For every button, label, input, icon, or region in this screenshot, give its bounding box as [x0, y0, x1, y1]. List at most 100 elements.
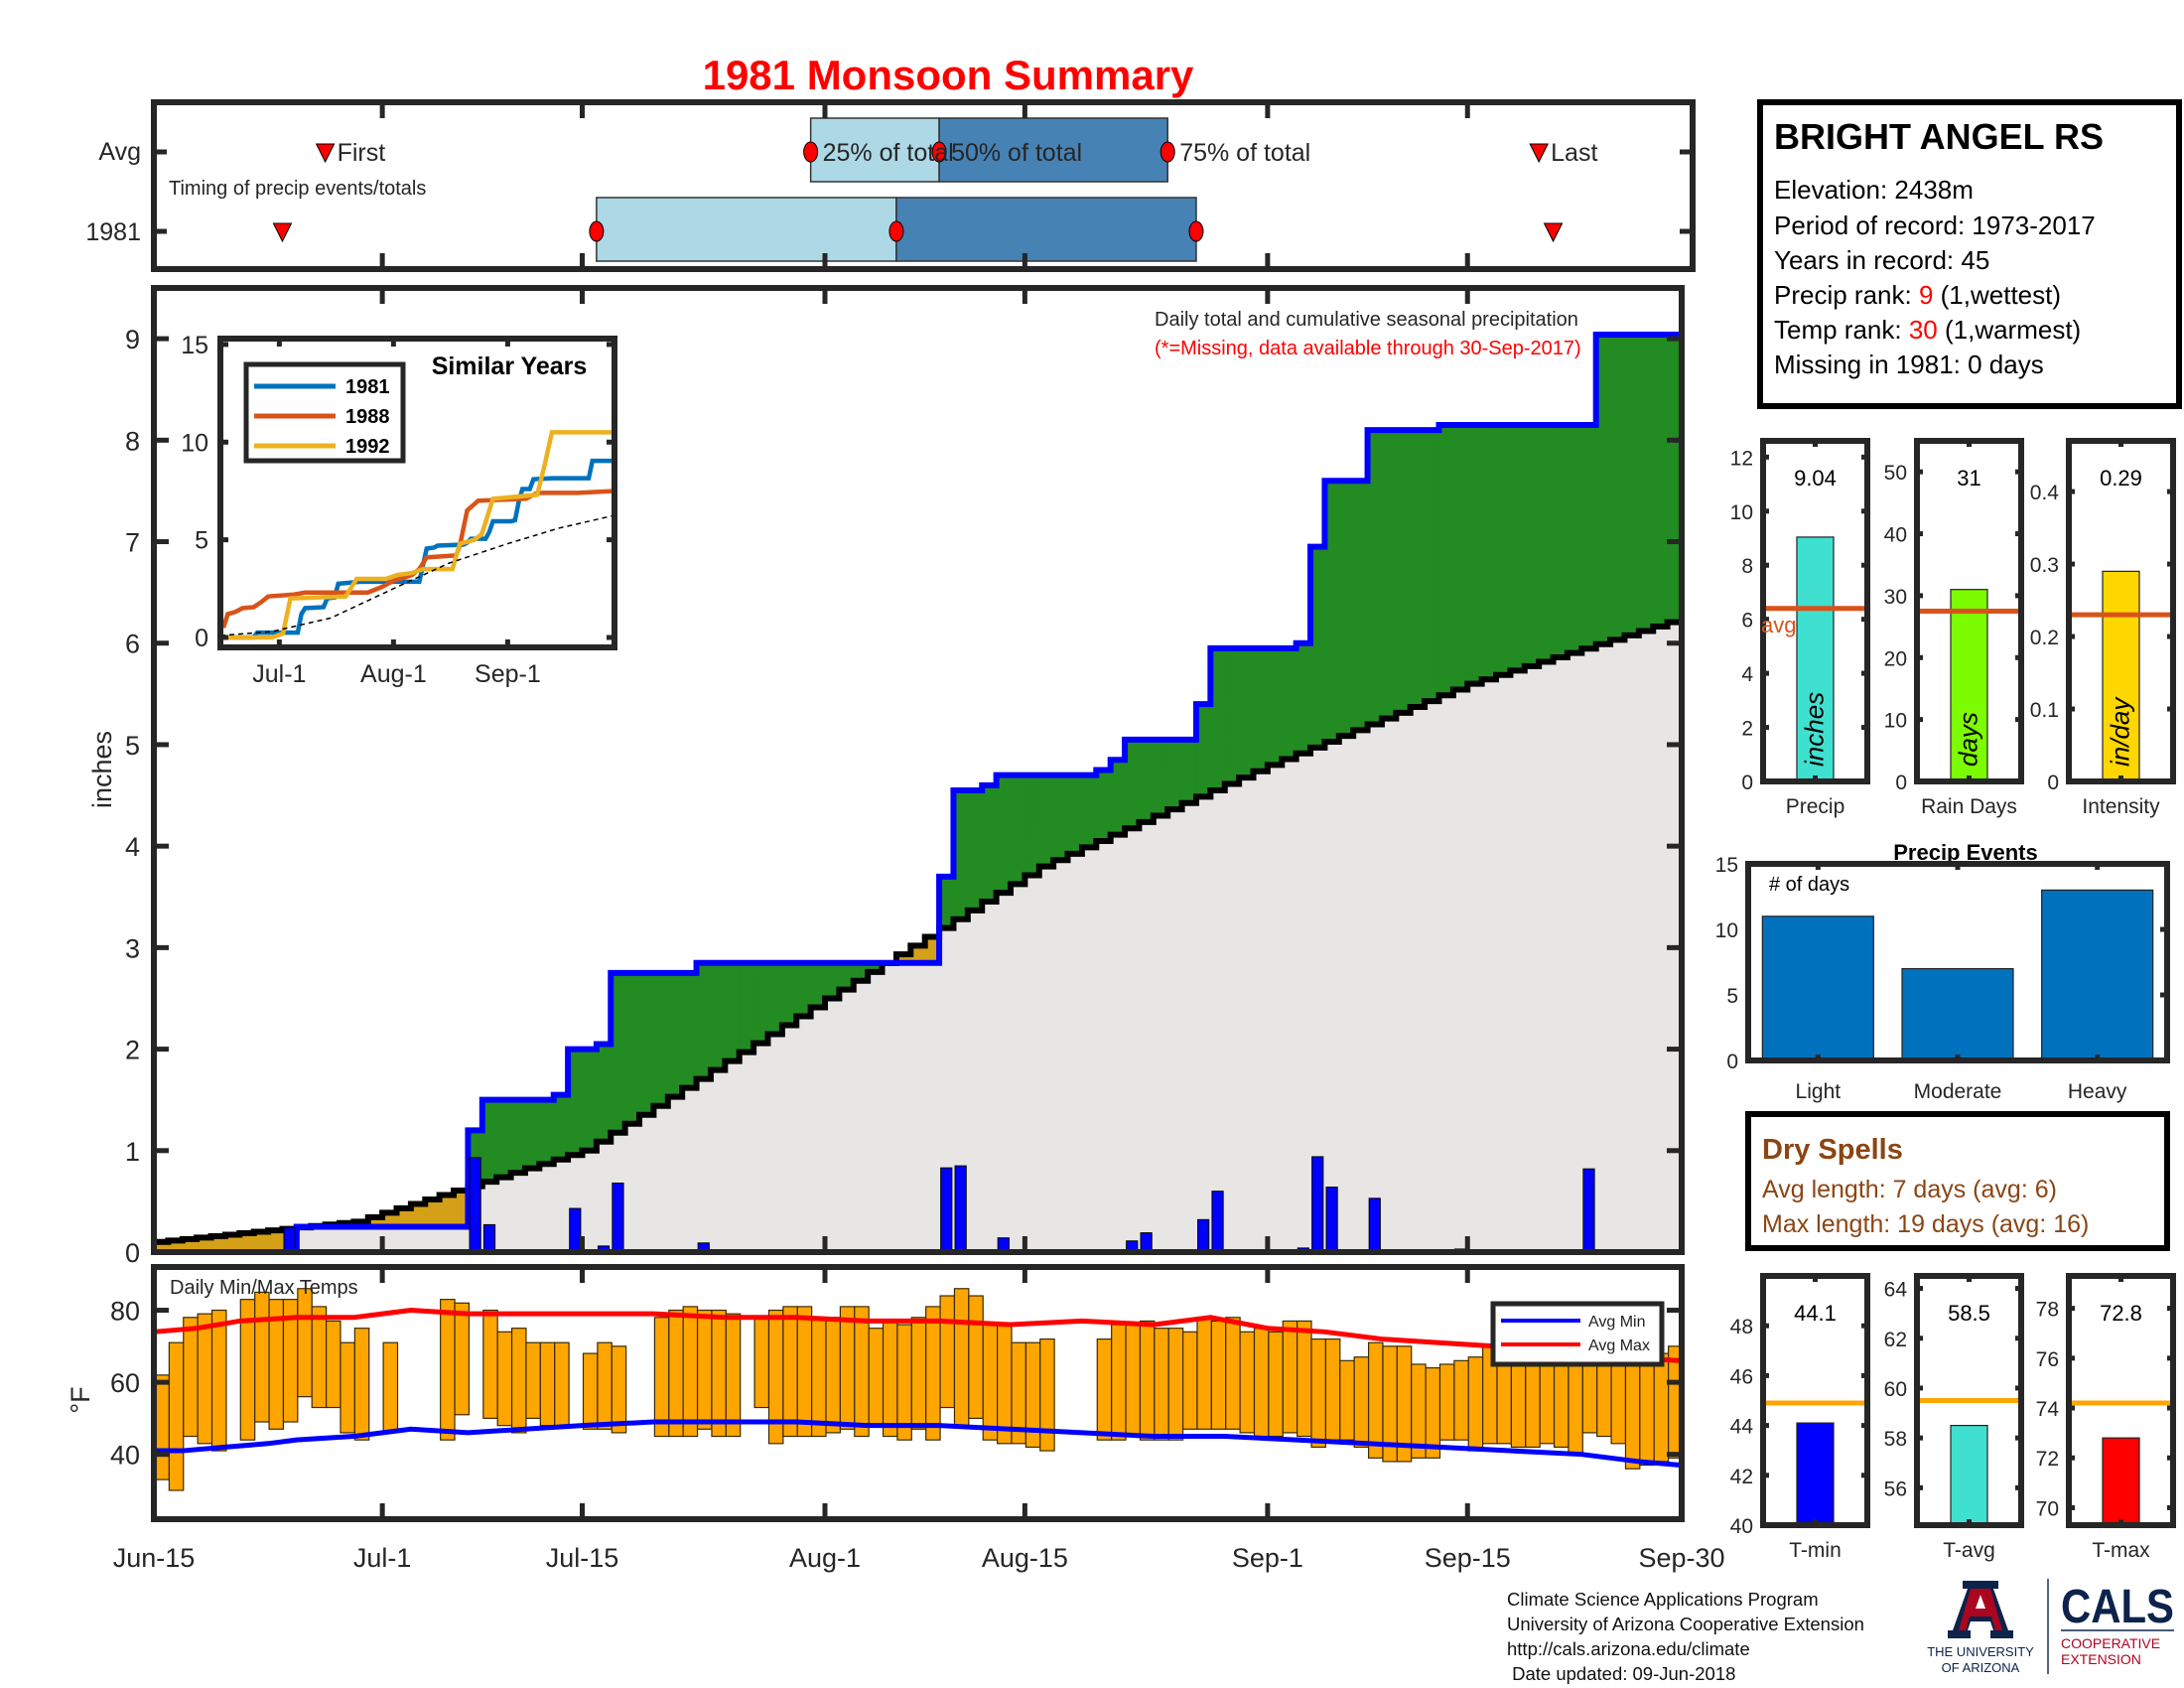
daily-temp-bar: [1239, 1331, 1256, 1434]
q25-marker: [589, 220, 605, 242]
daily-temp-bar: [454, 1302, 471, 1416]
rain-days-axis-label: Rain Days: [1921, 795, 2017, 818]
t-avg-value-label: 58.5: [1948, 1301, 1990, 1326]
t-avg-ytick-label: 62: [1884, 1329, 1907, 1351]
main-ytick-label: 8: [125, 426, 140, 456]
t-avg-ytick-label: 60: [1884, 1378, 1907, 1401]
stat-panel-t-max: 70 72 74 76 78 72.8 T-max: [2036, 1273, 2176, 1562]
precip-avg-label: avg: [1761, 613, 1796, 637]
event-bar-moderate: [1901, 967, 2014, 1061]
temps-chart: 40 60 80 Jun-15 Jul-1 Jul-15 Aug-1 Aug-15 Sep-1 S…: [66, 1264, 1725, 1573]
daily-precip-bar: [1325, 1187, 1338, 1253]
avg-max-line: [153, 1308, 1683, 1363]
season-stats-panels: 0 2 4 6 8 10 12 9.04 Precip inches avg 0 10 20 30 40 50 3…: [1730, 438, 2176, 818]
daily-precip-bar: [940, 1167, 953, 1253]
daily-temp-bar: [925, 1306, 941, 1441]
daily-temp-bar: [183, 1317, 199, 1438]
daily-precip-bar: [1368, 1197, 1381, 1253]
timing-caption: Timing of precip events/totals: [169, 178, 426, 200]
inset-xtick-label: Aug-1: [360, 660, 427, 688]
daily-temp-bar: [939, 1295, 956, 1409]
event-category-label: Heavy: [2068, 1080, 2127, 1103]
main-ytick-label: 7: [125, 528, 140, 558]
daily-temp-bar: [1125, 1324, 1142, 1438]
ua-logo-line2: OF ARIZONA: [1942, 1660, 2020, 1675]
daily-temp-bar: [1297, 1320, 1312, 1438]
daily-temp-bar: [297, 1288, 313, 1398]
daily-temp-bar: [1196, 1317, 1212, 1430]
main-ytick-label: 5: [125, 731, 140, 761]
daily-temp-bar: [1438, 1363, 1455, 1441]
intensity-axis-label: Intensity: [2082, 795, 2160, 818]
daily-temp-bar: [825, 1317, 841, 1434]
timing-bar-q25-q50: [596, 197, 897, 262]
inset-frame: [217, 336, 617, 650]
daily-temp-bar: [1367, 1341, 1384, 1459]
daily-temp-bar: [340, 1341, 355, 1434]
daily-precip-bar: [482, 1223, 496, 1253]
temps-title: Daily Min/Max Temps: [170, 1277, 358, 1299]
cals-logo: CALS COOPERATIVE EXTENSION: [2061, 1581, 2174, 1667]
intensity-value-label: 0.29: [2100, 466, 2142, 491]
date-xtick-label: Sep-30: [1638, 1543, 1724, 1573]
rain-days-ytick-label: 50: [1884, 462, 1907, 485]
daily-precip-bar: [569, 1207, 582, 1253]
main-ytick-label: 2: [125, 1036, 140, 1065]
precip-events-chart: Precip Events Light Moderate Heavy 0 5 10 15 #…: [1715, 840, 2170, 1103]
daily-temp-bar: [1139, 1320, 1156, 1441]
stat-panel-t-min: 40 42 44 46 48 44.1 T-min: [1730, 1273, 1870, 1562]
event-ytick-label: 5: [1726, 985, 1738, 1008]
stat-panel-rain-days: 0 10 20 30 40 50 31 Rain Days days: [1884, 438, 2024, 818]
date-xtick-label: Sep-1: [1232, 1543, 1303, 1573]
legend-label-1988: 1988: [345, 406, 390, 428]
daily-temp-bar: [482, 1309, 498, 1419]
daily-temp-bar: [1268, 1331, 1284, 1438]
temps-ylabel: °F: [66, 1386, 95, 1413]
timing-row-avg-label: Avg: [98, 138, 141, 166]
daily-temp-bar: [197, 1313, 213, 1445]
daily-temp-bar: [968, 1295, 984, 1419]
daily-precip-bar: [1582, 1168, 1595, 1253]
similar-year-line-1981: [220, 458, 614, 640]
daily-temp-bar: [539, 1341, 556, 1427]
logo-divider: [2047, 1579, 2049, 1674]
dry-spells-frame: [1745, 1111, 2170, 1251]
dry-spells-title: Dry Spells: [1762, 1134, 1903, 1166]
daily-temp-bar: [353, 1328, 370, 1441]
t-min-value-label: 44.1: [1794, 1301, 1837, 1326]
precip-axis-label: Precip: [1786, 795, 1845, 818]
stat-panel-t-avg: 56 58 60 62 64 58.5 T-avg: [1884, 1273, 2024, 1562]
t-max-ytick-label: 74: [2036, 1398, 2060, 1421]
daily-temp-bar: [611, 1345, 627, 1434]
similar-years-inset: 0 5 10 15 Jul-1 Aug-1 Sep-1 Similar Years 1981…: [181, 332, 617, 688]
precip-rank-value: 9: [1919, 280, 1933, 310]
t-max-ytick-label: 70: [2036, 1497, 2059, 1520]
ua-logo-line1: THE UNIVERSITY: [1927, 1644, 2034, 1659]
inset-ytick-label: 5: [195, 527, 208, 555]
daily-temp-bar: [997, 1324, 1013, 1445]
rain-days-value-label: 31: [1957, 466, 1980, 491]
inset-title: Similar Years: [432, 352, 588, 380]
daily-temp-bar: [1353, 1356, 1370, 1449]
inset-ytick-label: 10: [181, 429, 208, 457]
daily-temp-bar: [1581, 1359, 1598, 1434]
inset-xtick-label: Sep-1: [475, 660, 541, 688]
timing-bar-q50-q75: [938, 117, 1168, 183]
footer-link[interactable]: http://cals.arizona.edu/climate: [1507, 1638, 1750, 1659]
t-max-ytick-label: 76: [2036, 1348, 2059, 1371]
q75-marker: [1160, 141, 1175, 163]
stat-panel-precip: 0 2 4 6 8 10 12 9.04 Precip inches avg: [1730, 438, 1870, 818]
stat-panel-intensity: 0 0.1 0.2 0.3 0.4 0.29 Intensity in/day: [2030, 438, 2176, 818]
daily-temp-bar: [311, 1306, 328, 1409]
main-ytick-label: 9: [125, 325, 140, 354]
date-xtick-label: Aug-15: [982, 1543, 1068, 1573]
rain-days-bar: [1950, 589, 1988, 782]
temp-rank-value: 30: [1909, 315, 1938, 345]
t-avg-bar: [1950, 1424, 1988, 1526]
temps-ytick-label: 60: [110, 1368, 140, 1398]
temps-frame: [151, 1264, 1685, 1522]
rain-days-ytick-label: 0: [1895, 772, 1907, 794]
daily-temp-bar: [1339, 1359, 1355, 1441]
intensity-ytick-label: 0: [2047, 772, 2059, 794]
